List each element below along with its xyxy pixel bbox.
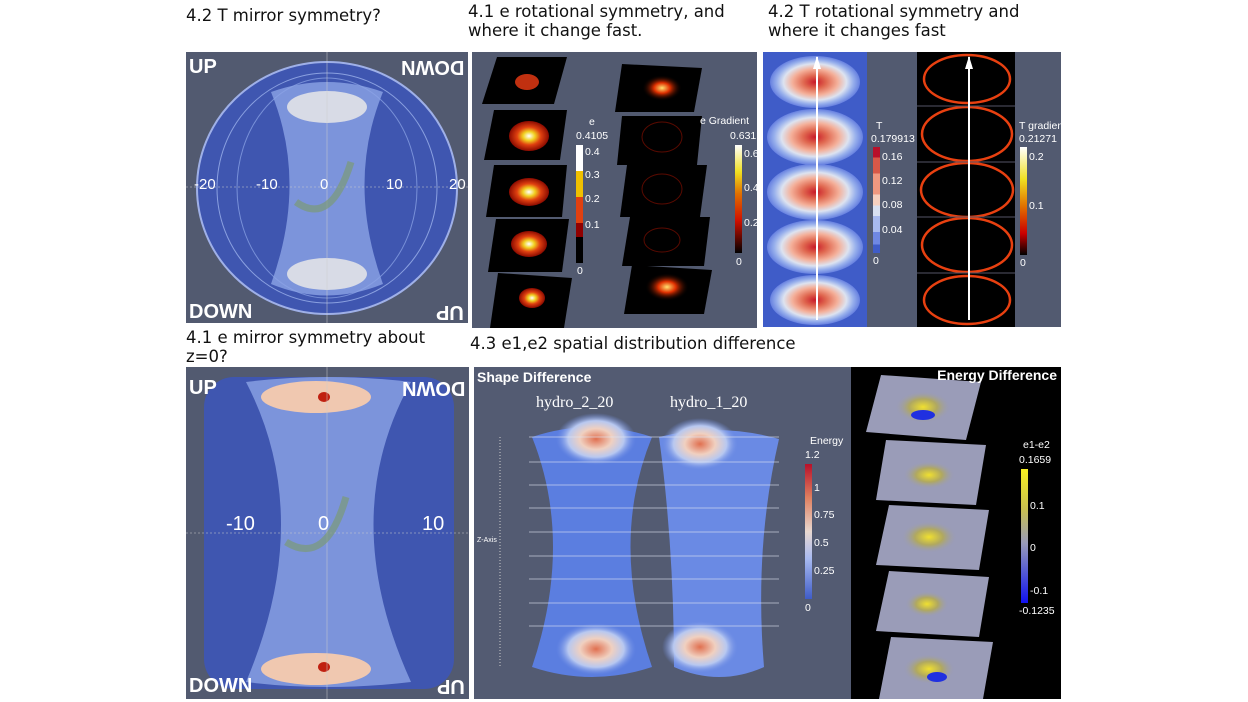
hydro-1-20-label: hydro_1_20	[670, 394, 748, 411]
colorbar-tick: 0.1	[1030, 500, 1045, 512]
colorbar-tick: 0.5	[814, 537, 829, 549]
up-mirrored-label: UP	[436, 301, 464, 323]
colorbar-tick: -0.1	[1030, 585, 1049, 597]
shape-isosurfaces	[499, 413, 779, 677]
colorbar-label: e Gradient	[700, 115, 750, 127]
energy-colorbar	[805, 464, 812, 599]
up-mirrored-label: UP	[437, 675, 465, 697]
down-mirrored-label: DOWN	[400, 56, 464, 78]
title-e-mirror: 4.1 e mirror symmetry about z=0?	[186, 328, 426, 366]
colorbar-tick: 0.1	[1029, 200, 1044, 212]
e-slices	[482, 57, 712, 328]
colorbar-tick: 0.2	[1029, 151, 1044, 163]
colorbar-tick: 0.08	[882, 199, 903, 211]
colorbar-tick: 0.12	[882, 175, 903, 187]
colorbar-max: 1.2	[805, 449, 820, 461]
shape-difference-heading: Shape Difference	[477, 369, 592, 385]
colorbar-label: T gradient	[1019, 120, 1061, 132]
down-mirrored-label: DOWN	[401, 377, 465, 399]
axis-tick: 20	[449, 176, 466, 193]
shape-difference-panel: Shape Difference hydro_2_20 hydro_1_20 Z…	[474, 367, 851, 699]
axis-tick: -10	[226, 513, 255, 535]
colorbar-tick: 0.4	[744, 182, 757, 194]
energy-difference-heading: Energy Difference	[937, 367, 1057, 383]
colorbar-label: T	[876, 120, 883, 132]
hydro-2-20-label: hydro_2_20	[536, 394, 614, 411]
title-e-rotational: 4.1 e rotational symmetry, and where it …	[468, 2, 725, 40]
t-slices	[763, 52, 1015, 327]
t-mirror-panel: UP DOWN DOWN UP -20 -10 0 10 20	[186, 52, 468, 323]
e-rotational-panel: e 0.4105 0.4 0.3 0.2 0.1 0 e Gradient 0.…	[472, 52, 757, 328]
energy-slices	[866, 375, 993, 699]
t-gradient-colorbar	[1020, 147, 1027, 255]
axis-tick: -10	[256, 176, 278, 193]
colorbar-tick: 0.75	[814, 509, 835, 521]
down-label: DOWN	[189, 301, 253, 323]
colorbar-tick: 0.1	[585, 219, 600, 231]
e-gradient-colorbar	[735, 145, 742, 253]
colorbar-tick: 0	[577, 265, 583, 277]
colorbar-tick: 0	[1030, 542, 1036, 554]
colorbar-tick: 0.3	[585, 169, 600, 181]
colorbar-tick: 0	[1020, 257, 1026, 269]
colorbar-tick: 0.4	[585, 146, 600, 158]
colorbar-label: Energy	[810, 435, 844, 447]
axis-tick: 10	[386, 176, 403, 193]
down-label: DOWN	[189, 675, 253, 697]
colorbar-tick: 0.16	[882, 151, 903, 163]
axis-tick: 10	[422, 513, 445, 535]
up-label: UP	[189, 377, 217, 399]
t-colorbar	[873, 147, 880, 253]
up-label: UP	[189, 56, 217, 78]
colorbar-max: 0.631	[730, 130, 757, 142]
t-isosurface	[186, 52, 468, 323]
e-colorbar	[576, 145, 583, 263]
colorbar-min: -0.1235	[1019, 605, 1055, 617]
colorbar-max: 0.179913	[871, 133, 915, 145]
colorbar-tick: 0.2	[744, 217, 757, 229]
colorbar-label: e	[589, 116, 595, 128]
colorbar-tick: 0.2	[585, 193, 600, 205]
colorbar-tick: 0.25	[814, 565, 835, 577]
energy-difference-panel: Energy Difference e1-e2 0.1659 0.1 0 -0.…	[851, 367, 1061, 699]
colorbar-max: 0.21271	[1019, 133, 1057, 145]
colorbar-tick: 0	[736, 256, 742, 268]
colorbar-tick: 0.6	[744, 148, 757, 160]
colorbar-tick: 0.04	[882, 224, 903, 236]
colorbar-tick: 1	[814, 482, 820, 494]
z-axis-label: Z-Axis	[477, 537, 497, 544]
e1-e2-colorbar	[1021, 469, 1028, 603]
axis-tick: 0	[318, 513, 330, 535]
colorbar-tick: 0	[873, 255, 879, 267]
title-t-rotational: 4.2 T rotational symmetry and where it c…	[768, 2, 1020, 40]
axis-tick: -20	[194, 176, 216, 193]
colorbar-tick: 0	[805, 602, 811, 614]
title-t-mirror: 4.2 T mirror symmetry?	[186, 6, 381, 25]
t-rotational-panel: T 0.179913 0.16 0.12 0.08 0.04 0 T gradi…	[763, 52, 1061, 327]
colorbar-max: 0.4105	[576, 130, 609, 142]
e-mirror-panel: UP DOWN DOWN UP -10 0 10	[186, 367, 469, 699]
e-isosurface	[186, 367, 469, 699]
title-difference: 4.3 e1,e2 spatial distribution differenc…	[470, 334, 796, 353]
colorbar-label: e1-e2	[1023, 439, 1050, 451]
axis-tick: 0	[320, 176, 329, 193]
colorbar-max: 0.1659	[1019, 454, 1052, 466]
